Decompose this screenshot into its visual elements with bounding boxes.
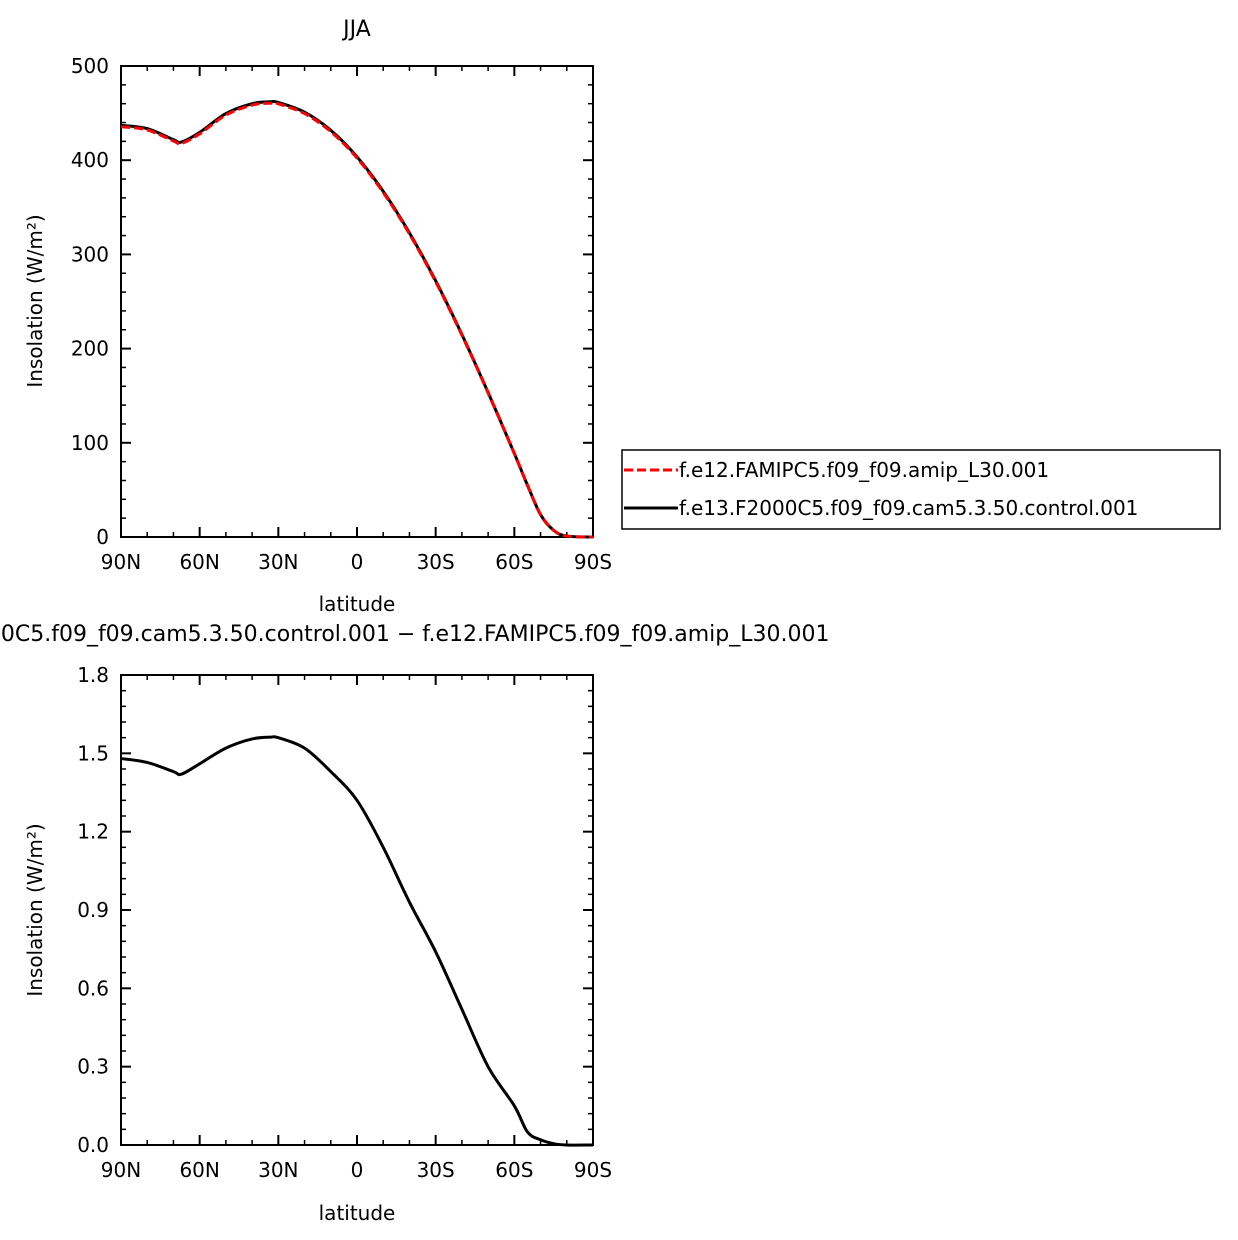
series-line-0 — [120, 101, 594, 539]
x-tick-label: 30N — [258, 550, 298, 574]
series-line-1 — [120, 99, 594, 539]
y-tick-label: 300 — [71, 242, 109, 266]
x-tick-label: 0 — [351, 550, 364, 574]
y-tick-label: 500 — [71, 54, 109, 78]
y-tick-label: 1.5 — [77, 741, 109, 765]
x-tick-label: 90N — [101, 1158, 141, 1182]
bottom-plot-frame — [120, 674, 594, 1146]
bottom-x-axis-label: latitude — [319, 1201, 396, 1225]
x-tick-label: 0 — [351, 1158, 364, 1182]
bottom-panel: f.e13.F2000C5.f09_f09.cam5.3.50.control.… — [0, 622, 829, 1225]
y-tick-label: 0.3 — [77, 1055, 109, 1079]
y-tick-label: 100 — [71, 431, 109, 455]
top-axes: 90N 60N 30N 0 30S 60S 90S 0 100 200 300 400 500 — [71, 54, 612, 574]
x-tick-label: 60N — [179, 550, 219, 574]
y-tick-label: 400 — [71, 148, 109, 172]
y-tick-label: 0.0 — [77, 1133, 109, 1157]
series-line-0 — [120, 735, 594, 1147]
top-x-axis-label: latitude — [319, 592, 396, 616]
y-tick-label: 1.2 — [77, 820, 109, 844]
x-tick-label: 60N — [179, 1158, 219, 1182]
x-tick-label: 90N — [101, 550, 141, 574]
bottom-chart-title: f.e13.F2000C5.f09_f09.cam5.3.50.control.… — [0, 622, 829, 647]
x-tick-label: 30S — [417, 1158, 455, 1182]
bottom-y-axis-label: Insolation (W/m²) — [23, 823, 47, 996]
bottom-axes: 90N 60N 30N 0 30S 60S 90S 0.0 0.3 0.6 0.9 1.2 1.5 1.8 — [77, 663, 612, 1182]
x-tick-label: 60S — [495, 1158, 533, 1182]
y-tick-label: 0.6 — [77, 976, 109, 1000]
legend-label-control: f.e13.F2000C5.f09_f09.cam5.3.50.control.… — [679, 496, 1138, 520]
x-tick-label: 30S — [417, 550, 455, 574]
x-tick-label: 90S — [574, 1158, 612, 1182]
x-tick-label: 60S — [495, 550, 533, 574]
legend-box — [621, 449, 1221, 530]
legend-label-amip: f.e12.FAMIPC5.f09_f09.amip_L30.001 — [679, 458, 1049, 482]
x-tick-label: 30N — [258, 1158, 298, 1182]
y-tick-label: 0 — [96, 525, 109, 549]
top-series-lines — [120, 99, 594, 539]
y-tick-label: 1.8 — [77, 663, 109, 687]
x-tick-label: 90S — [574, 550, 612, 574]
top-chart-title: JJA — [341, 17, 371, 42]
top-y-axis-label: Insolation (W/m²) — [23, 214, 47, 387]
top-panel: JJA 90N 60N 30N 0 30S 60S 90S0100200300400500 … — [23, 17, 612, 616]
y-tick-label: 0.9 — [77, 898, 109, 922]
bottom-series-lines — [120, 735, 594, 1147]
legend: f.e12.FAMIPC5.f09_f09.amip_L30.001 f.e13… — [621, 449, 1221, 530]
y-tick-label: 200 — [71, 337, 109, 361]
